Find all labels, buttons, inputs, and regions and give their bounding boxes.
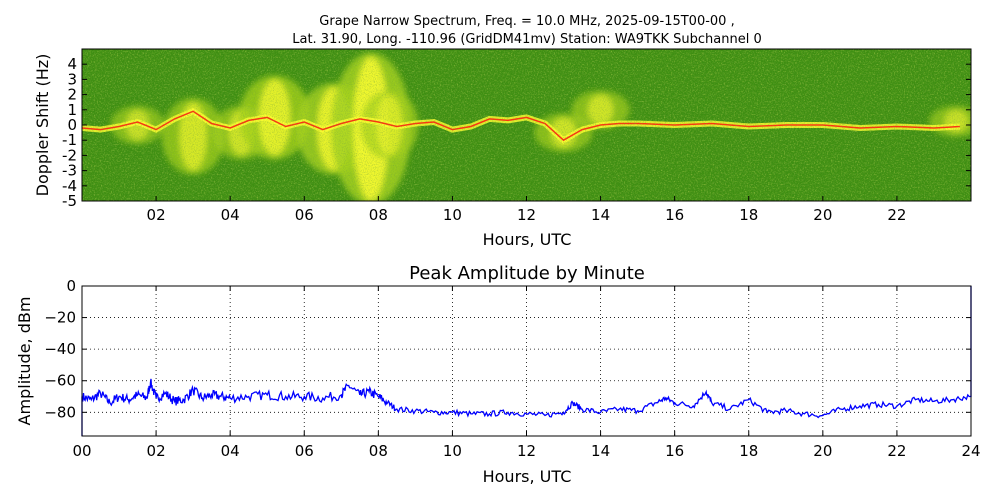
spectrogram-x-tick-label: 02 [147,206,166,224]
spectrogram-x-axis: 02 04 06 08 10 12 14 16 18 20 22 [147,196,906,224]
spectrogram-x-axis-label: Hours, UTC [483,230,572,249]
amplitude-x-tick-label: 10 [443,442,462,460]
spectrogram-y-tick-label: -5 [62,192,77,210]
amplitude-x-tick-label: 20 [813,442,832,460]
spectrogram-x-tick-label: 12 [517,206,536,224]
amplitude-line [81,286,972,436]
amplitude-y-tick-label: −80 [44,403,76,421]
spectrogram-y-tick-label: 1 [67,101,77,119]
spectrogram-title-line-2: Lat. 31.90, Long. -110.96 (GridDM41mv) S… [292,32,762,47]
amplitude-title: Peak Amplitude by Minute [409,263,645,284]
spectrogram-x-tick-label: 14 [591,206,610,224]
spectrogram-x-tick-label: 20 [813,206,832,224]
amplitude-x-tick-label: 18 [739,442,758,460]
spectrogram-y-tick-label: 4 [67,55,77,73]
amplitude-y-tick-label: −20 [44,309,76,327]
spectrogram-x-tick-label: 22 [887,206,906,224]
spectrogram-image [82,49,971,201]
amplitude-y-axis-label: Amplitude, dBm [15,297,34,426]
spectrogram-title-line-1: Grape Narrow Spectrum, Freq. = 10.0 MHz,… [319,14,734,29]
spectrogram-y-tick-label: 2 [67,86,77,104]
spectrogram-texture-dark [82,49,971,201]
amplitude-x-tick-label: 16 [665,442,684,460]
spectrogram-x-tick-label: 16 [665,206,684,224]
spectrogram-chart: Grape Narrow Spectrum, Freq. = 10.0 MHz,… [33,14,972,249]
amplitude-x-tick-label: 02 [147,442,166,460]
amplitude-series [81,286,972,436]
amplitude-y-tick-label: 0 [66,277,76,295]
spectrogram-x-tick-label: 06 [295,206,314,224]
spectrogram-x-tick-label: 04 [221,206,240,224]
amplitude-x-tick-label: 04 [221,442,240,460]
amplitude-y-axis: 0 −20 −40 −60 −80 [44,277,971,421]
amplitude-x-tick-label: 06 [295,442,314,460]
spectrogram-y-axis-label: Doppler Shift (Hz) [33,54,52,197]
amplitude-x-tick-label: 12 [517,442,536,460]
spectrogram-y-tick-label: 0 [67,116,77,134]
amplitude-x-tick-label: 22 [887,442,906,460]
spectrogram-x-tick-label: 18 [739,206,758,224]
spectrogram-y-tick-label: -1 [62,131,77,149]
spectrogram-y-tick-label: -3 [62,162,77,180]
amplitude-x-tick-label: 24 [961,442,980,460]
amplitude-x-tick-label: 00 [72,442,91,460]
spectrogram-x-tick-label: 10 [443,206,462,224]
spectrogram-y-tick-label: -2 [62,146,77,164]
amplitude-y-tick-label: −60 [44,372,76,390]
amplitude-x-tick-label: 14 [591,442,610,460]
spectrogram-y-tick-label: -4 [62,177,77,195]
amplitude-x-tick-label: 08 [369,442,388,460]
amplitude-x-axis-label: Hours, UTC [483,467,572,486]
amplitude-x-axis: 00 02 04 06 08 10 12 14 16 18 20 22 24 [72,286,981,460]
amplitude-y-tick-label: −40 [44,340,76,358]
spectrogram-x-tick-label: 08 [369,206,388,224]
spectrogram-y-tick-label: 3 [67,70,77,88]
amplitude-chart: Peak Amplitude by Minute 0 −20 −40 −60 −80 0… [15,263,981,486]
